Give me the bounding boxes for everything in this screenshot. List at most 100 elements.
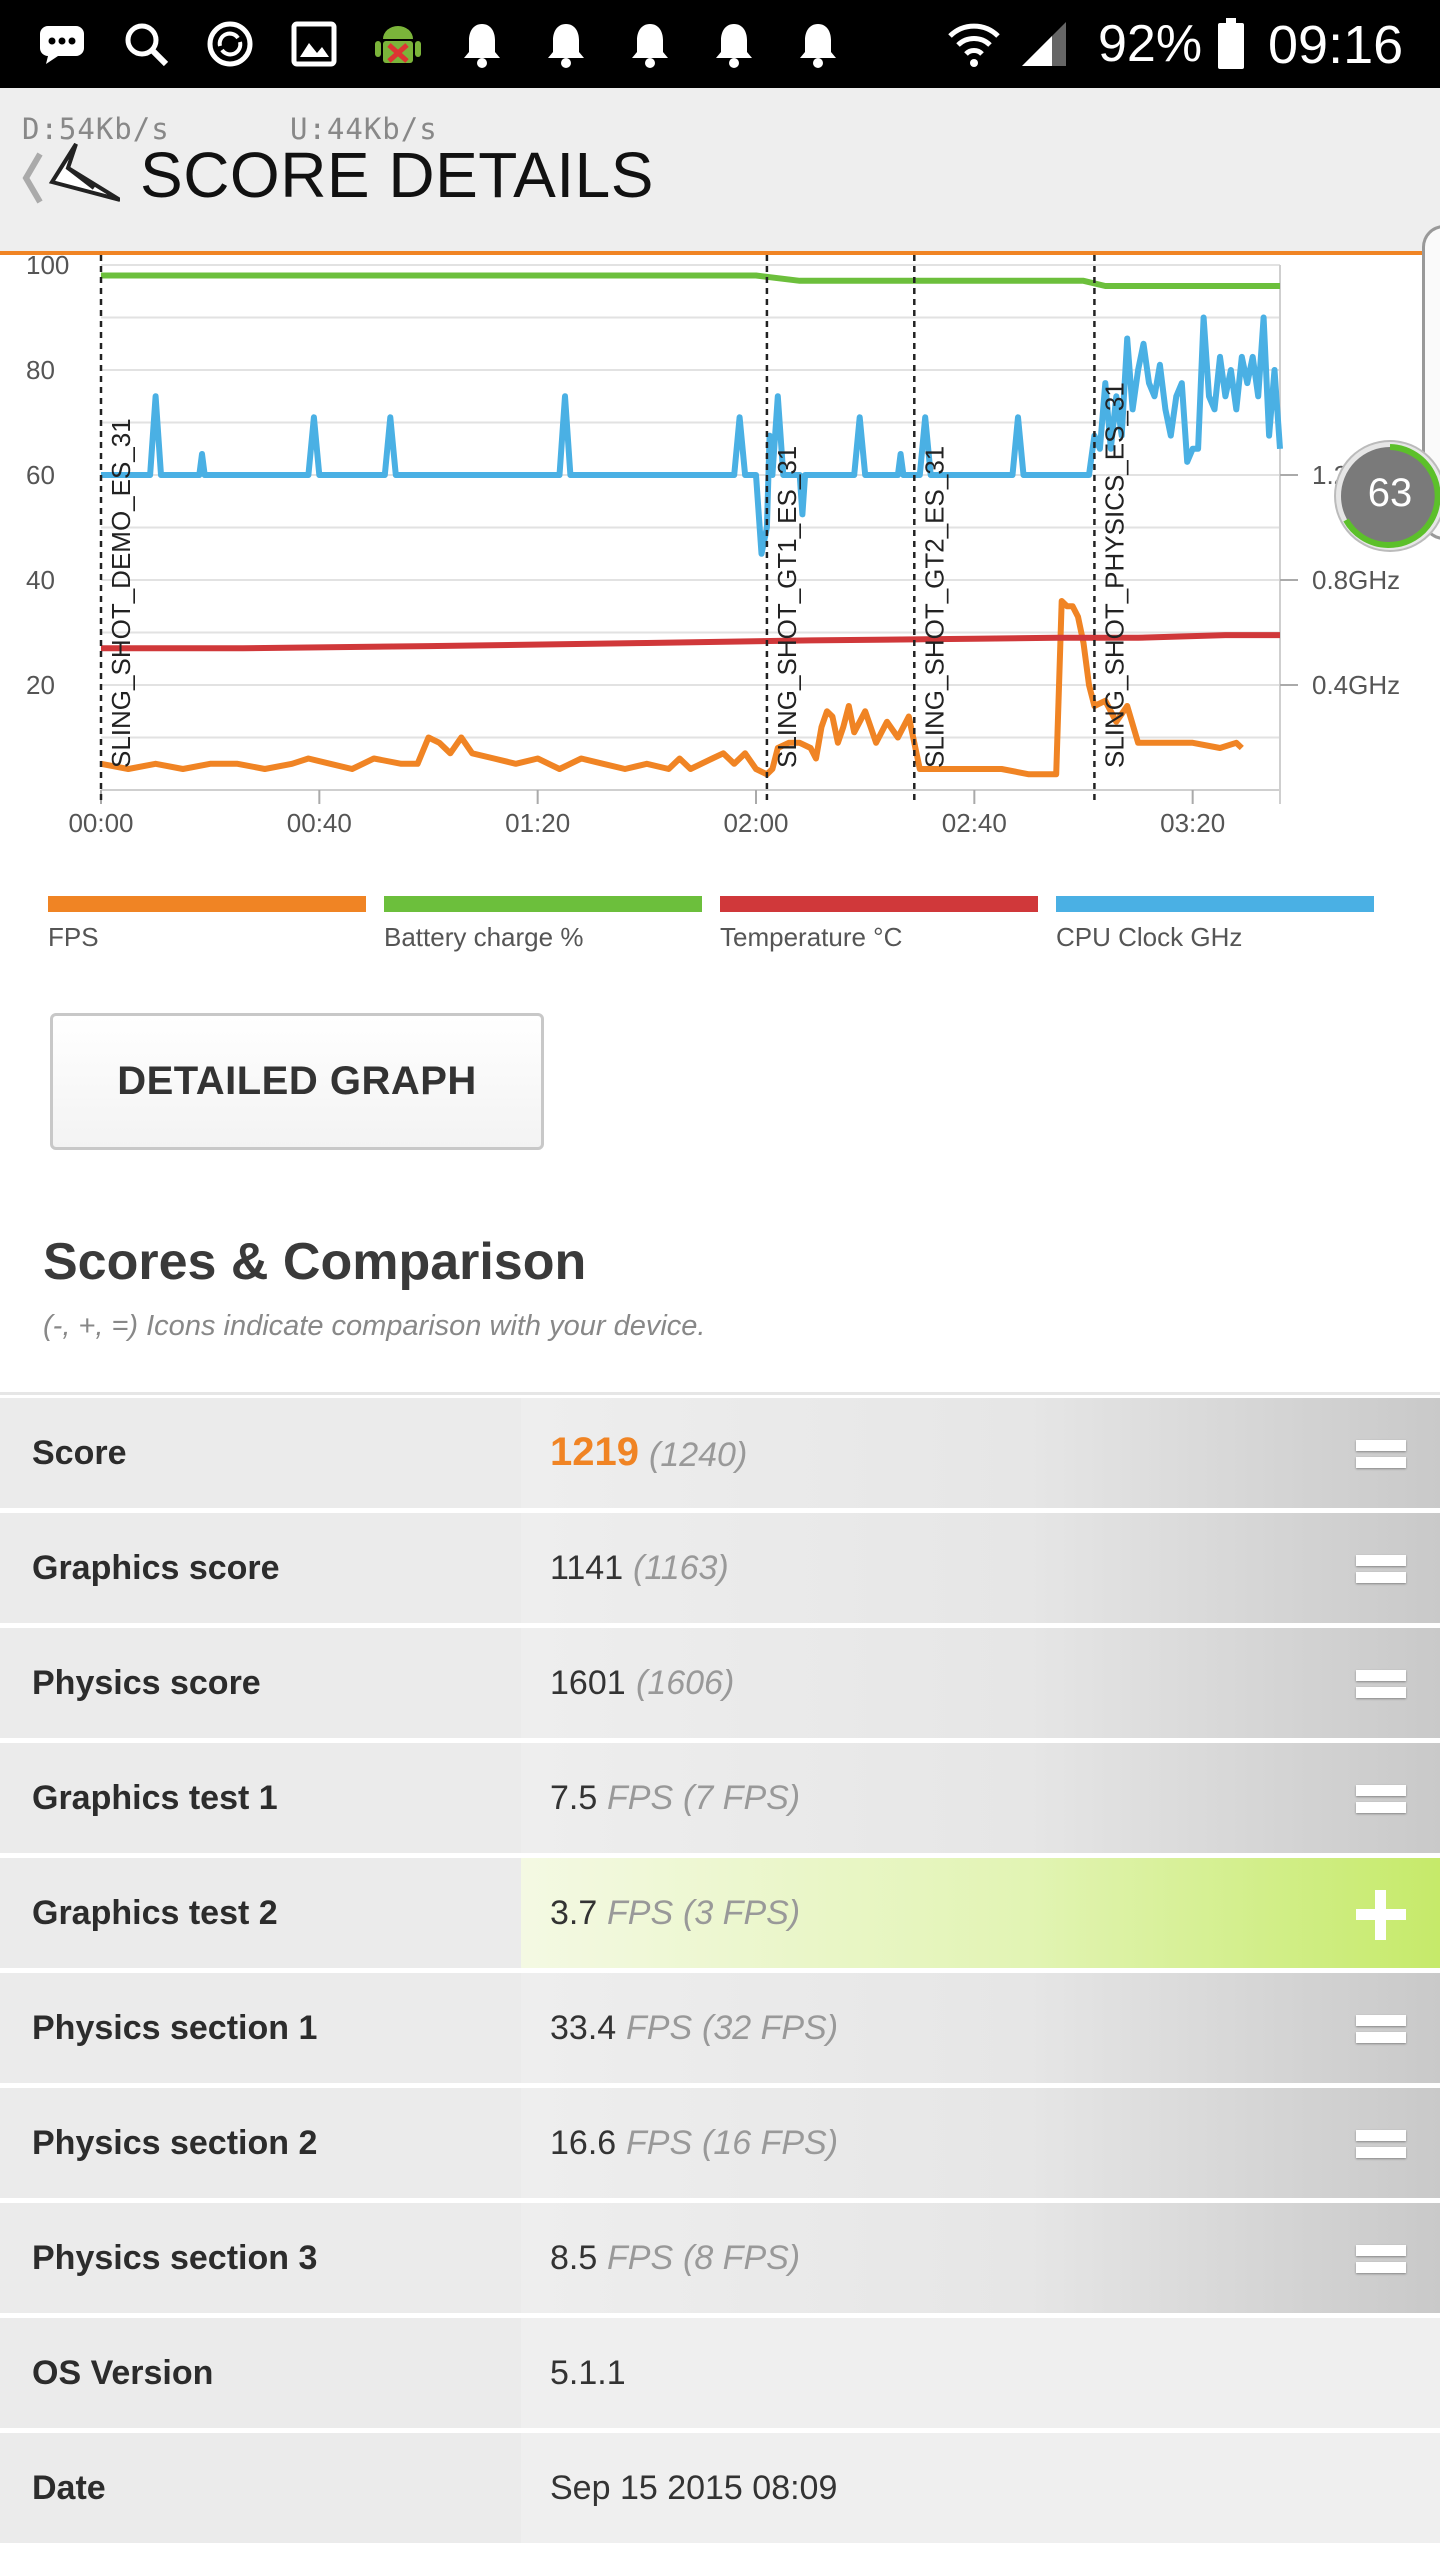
- score-value: 1141: [550, 1549, 624, 1587]
- phase-label: SLING_SHOT_PHYSICS_ES_31: [1099, 382, 1129, 768]
- score-row-value-cell: 7.5 FPS (7 FPS): [521, 1743, 1440, 1853]
- score-row-label-cell: Date: [0, 2433, 521, 2543]
- score-row-label-cell: Graphics test 2: [0, 1858, 521, 1968]
- score-value: 1219: [550, 1430, 639, 1474]
- legend-swatch: [48, 896, 366, 912]
- score-row-value-cell: 1141 (1163): [521, 1513, 1440, 1623]
- wifi-icon: [944, 18, 1004, 70]
- score-unit: FPS: [607, 1894, 674, 1932]
- bell-icon: [458, 18, 506, 70]
- battery-percent: 92%: [1098, 15, 1203, 73]
- score-row[interactable]: Physics section 3 8.5 FPS (8 FPS): [0, 2203, 1440, 2313]
- score-row-label: Date: [32, 2469, 106, 2507]
- phase-label: SLING_SHOT_GT2_ES_31: [919, 446, 949, 768]
- chart-legend: FPS Battery charge % Temperature °C CPU …: [48, 896, 1394, 956]
- clock: 09:16: [1268, 15, 1404, 75]
- score-value: 16.6: [550, 2124, 617, 2162]
- x-tick-label: 01:20: [505, 808, 570, 835]
- series-line: [101, 314, 1283, 557]
- fps-counter-value: 63: [1367, 471, 1413, 515]
- y-tick-label: 40: [26, 565, 55, 595]
- score-row-label: Physics section 3: [32, 2239, 318, 2277]
- x-tick-label: 02:00: [723, 808, 788, 835]
- legend-swatch: [384, 896, 702, 912]
- android-debug-icon: [370, 18, 426, 70]
- legend-item-cpu-clock: CPU Clock GHz: [1056, 896, 1374, 953]
- scores-section-title: Scores & Comparison: [43, 1233, 587, 1291]
- equal-icon: [1356, 1779, 1410, 1819]
- series-line: [101, 272, 1280, 289]
- score-row-value-cell: 3.7 FPS (3 FPS): [521, 1858, 1440, 1968]
- legend-label: FPS: [48, 922, 99, 952]
- score-row-label-cell: Physics score: [0, 1628, 521, 1738]
- image-icon: [288, 18, 340, 70]
- score-row[interactable]: Physics score 1601 (1606): [0, 1628, 1440, 1738]
- score-value: 33.4: [550, 2009, 617, 2047]
- score-row-label: OS Version: [32, 2354, 214, 2392]
- net-upload-speed: U:44Kb/s: [290, 112, 438, 146]
- phase-label: SLING_SHOT_GT1_ES_31: [772, 446, 802, 768]
- score-row-label-cell: Graphics test 1: [0, 1743, 521, 1853]
- equal-icon: [1356, 1434, 1410, 1474]
- x-tick-label: 00:00: [68, 808, 133, 835]
- score-value: 5.1.1: [550, 2354, 626, 2392]
- score-row-label: Physics score: [32, 1664, 261, 1702]
- score-row-value-cell: 5.1.1: [521, 2318, 1440, 2428]
- legend-label: CPU Clock GHz: [1056, 922, 1243, 952]
- score-row-label: Physics section 2: [32, 2124, 318, 2162]
- signal-icon: [1016, 18, 1072, 70]
- score-row[interactable]: OS Version 5.1.1: [0, 2318, 1440, 2428]
- back-chevron-icon: [22, 142, 122, 204]
- divider: [0, 1392, 1440, 1395]
- score-reference: (16 FPS): [702, 2124, 839, 2162]
- score-row-label-cell: Score: [0, 1398, 521, 1508]
- score-row-label-cell: Physics section 1: [0, 1973, 521, 2083]
- legend-swatch: [720, 896, 1038, 912]
- score-reference: (1163): [633, 1549, 729, 1587]
- status-bar: 92% 09:16: [0, 0, 1440, 88]
- score-row-label-cell: Physics section 3: [0, 2203, 521, 2313]
- y-tick-label: 60: [26, 460, 55, 490]
- score-row-value-cell: 8.5 FPS (8 FPS): [521, 2203, 1440, 2313]
- score-row-value-cell: 16.6 FPS (16 FPS): [521, 2088, 1440, 2198]
- score-row-label: Score: [32, 1434, 127, 1472]
- equal-icon: [1356, 2239, 1410, 2279]
- score-value: 3.7: [550, 1894, 598, 1932]
- back-button[interactable]: [10, 132, 122, 222]
- fps-counter-badge[interactable]: 63: [1336, 442, 1440, 550]
- score-row[interactable]: Physics section 1 33.4 FPS (32 FPS): [0, 1973, 1440, 2083]
- bell-icon: [626, 18, 674, 70]
- score-row-value-cell: 33.4 FPS (32 FPS): [521, 1973, 1440, 2083]
- scores-table: Score 1219 (1240) Graphics score 1141 (1163) P…: [0, 1398, 1440, 2548]
- score-value: 1601: [550, 1664, 626, 1702]
- performance-chart: 100806040201.2GHz0.8GHz0.4GHz00:0000:400…: [26, 255, 1400, 835]
- score-row[interactable]: Graphics test 2 3.7 FPS (3 FPS): [0, 1858, 1440, 1968]
- score-row-value-cell: 1601 (1606): [521, 1628, 1440, 1738]
- scores-section-subtitle: (-, +, =) Icons indicate comparison with…: [43, 1310, 706, 1342]
- score-value: 7.5: [550, 1779, 598, 1817]
- score-row[interactable]: Date Sep 15 2015 08:09: [0, 2433, 1440, 2543]
- score-row[interactable]: Score 1219 (1240): [0, 1398, 1440, 1508]
- score-row[interactable]: Graphics score 1141 (1163): [0, 1513, 1440, 1623]
- score-reference: (7 FPS): [683, 1779, 801, 1817]
- detailed-graph-button[interactable]: DETAILED GRAPH: [50, 1013, 544, 1150]
- message-icon: [36, 18, 88, 70]
- bell-icon: [542, 18, 590, 70]
- score-unit: FPS: [626, 2124, 693, 2162]
- score-value: Sep 15 2015 08:09: [550, 2469, 838, 2507]
- y-tick-label: 100: [26, 255, 69, 280]
- equal-icon: [1356, 2009, 1410, 2049]
- series-line: [101, 632, 1280, 652]
- equal-icon: [1356, 2124, 1410, 2164]
- score-row[interactable]: Physics section 2 16.6 FPS (16 FPS): [0, 2088, 1440, 2198]
- equal-icon: [1356, 1664, 1410, 1704]
- search-icon: [120, 18, 172, 70]
- score-row-label: Graphics test 2: [32, 1894, 278, 1932]
- battery-icon: [1214, 18, 1248, 70]
- y2-tick-label: 0.4GHz: [1312, 670, 1400, 700]
- score-row[interactable]: Graphics test 1 7.5 FPS (7 FPS): [0, 1743, 1440, 1853]
- legend-label: Temperature °C: [720, 922, 903, 952]
- series-line: [100, 598, 1244, 778]
- score-reference: (8 FPS): [683, 2239, 801, 2277]
- x-tick-label: 03:20: [1160, 808, 1225, 835]
